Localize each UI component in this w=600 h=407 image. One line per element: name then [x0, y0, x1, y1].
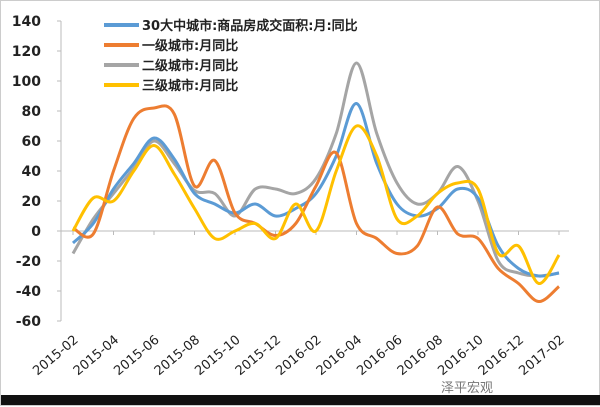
watermark: 泽平宏观 — [441, 381, 494, 396]
series-line-1 — [72, 104, 560, 303]
y-tick-label: 40 — [22, 164, 42, 180]
y-tick-label: 0 — [31, 224, 41, 240]
y-tick-label: -40 — [16, 284, 42, 300]
legend-label: 二级城市:月同比 — [142, 58, 238, 74]
y-tick-label: 100 — [12, 74, 41, 90]
bottom-bar — [1, 395, 600, 405]
y-tick-label: 140 — [12, 14, 41, 30]
y-tick-label: -60 — [16, 314, 42, 330]
legend-label: 三级城市:月同比 — [142, 78, 238, 94]
y-tick-label: 120 — [12, 44, 41, 60]
y-tick-label: 60 — [22, 134, 42, 150]
x-tick-label: 2017-02 — [516, 333, 567, 379]
series-line-3 — [71, 124, 561, 285]
series-line-0 — [71, 101, 560, 278]
y-tick-label: 80 — [22, 104, 42, 120]
legend-label: 30大中城市:商品房成交面积:月:同比 — [142, 18, 358, 34]
y-tick-label: 20 — [22, 194, 42, 210]
series-line-2 — [71, 61, 560, 278]
y-tick-label: -20 — [16, 254, 42, 270]
legend-label: 一级城市:月同比 — [142, 38, 238, 54]
